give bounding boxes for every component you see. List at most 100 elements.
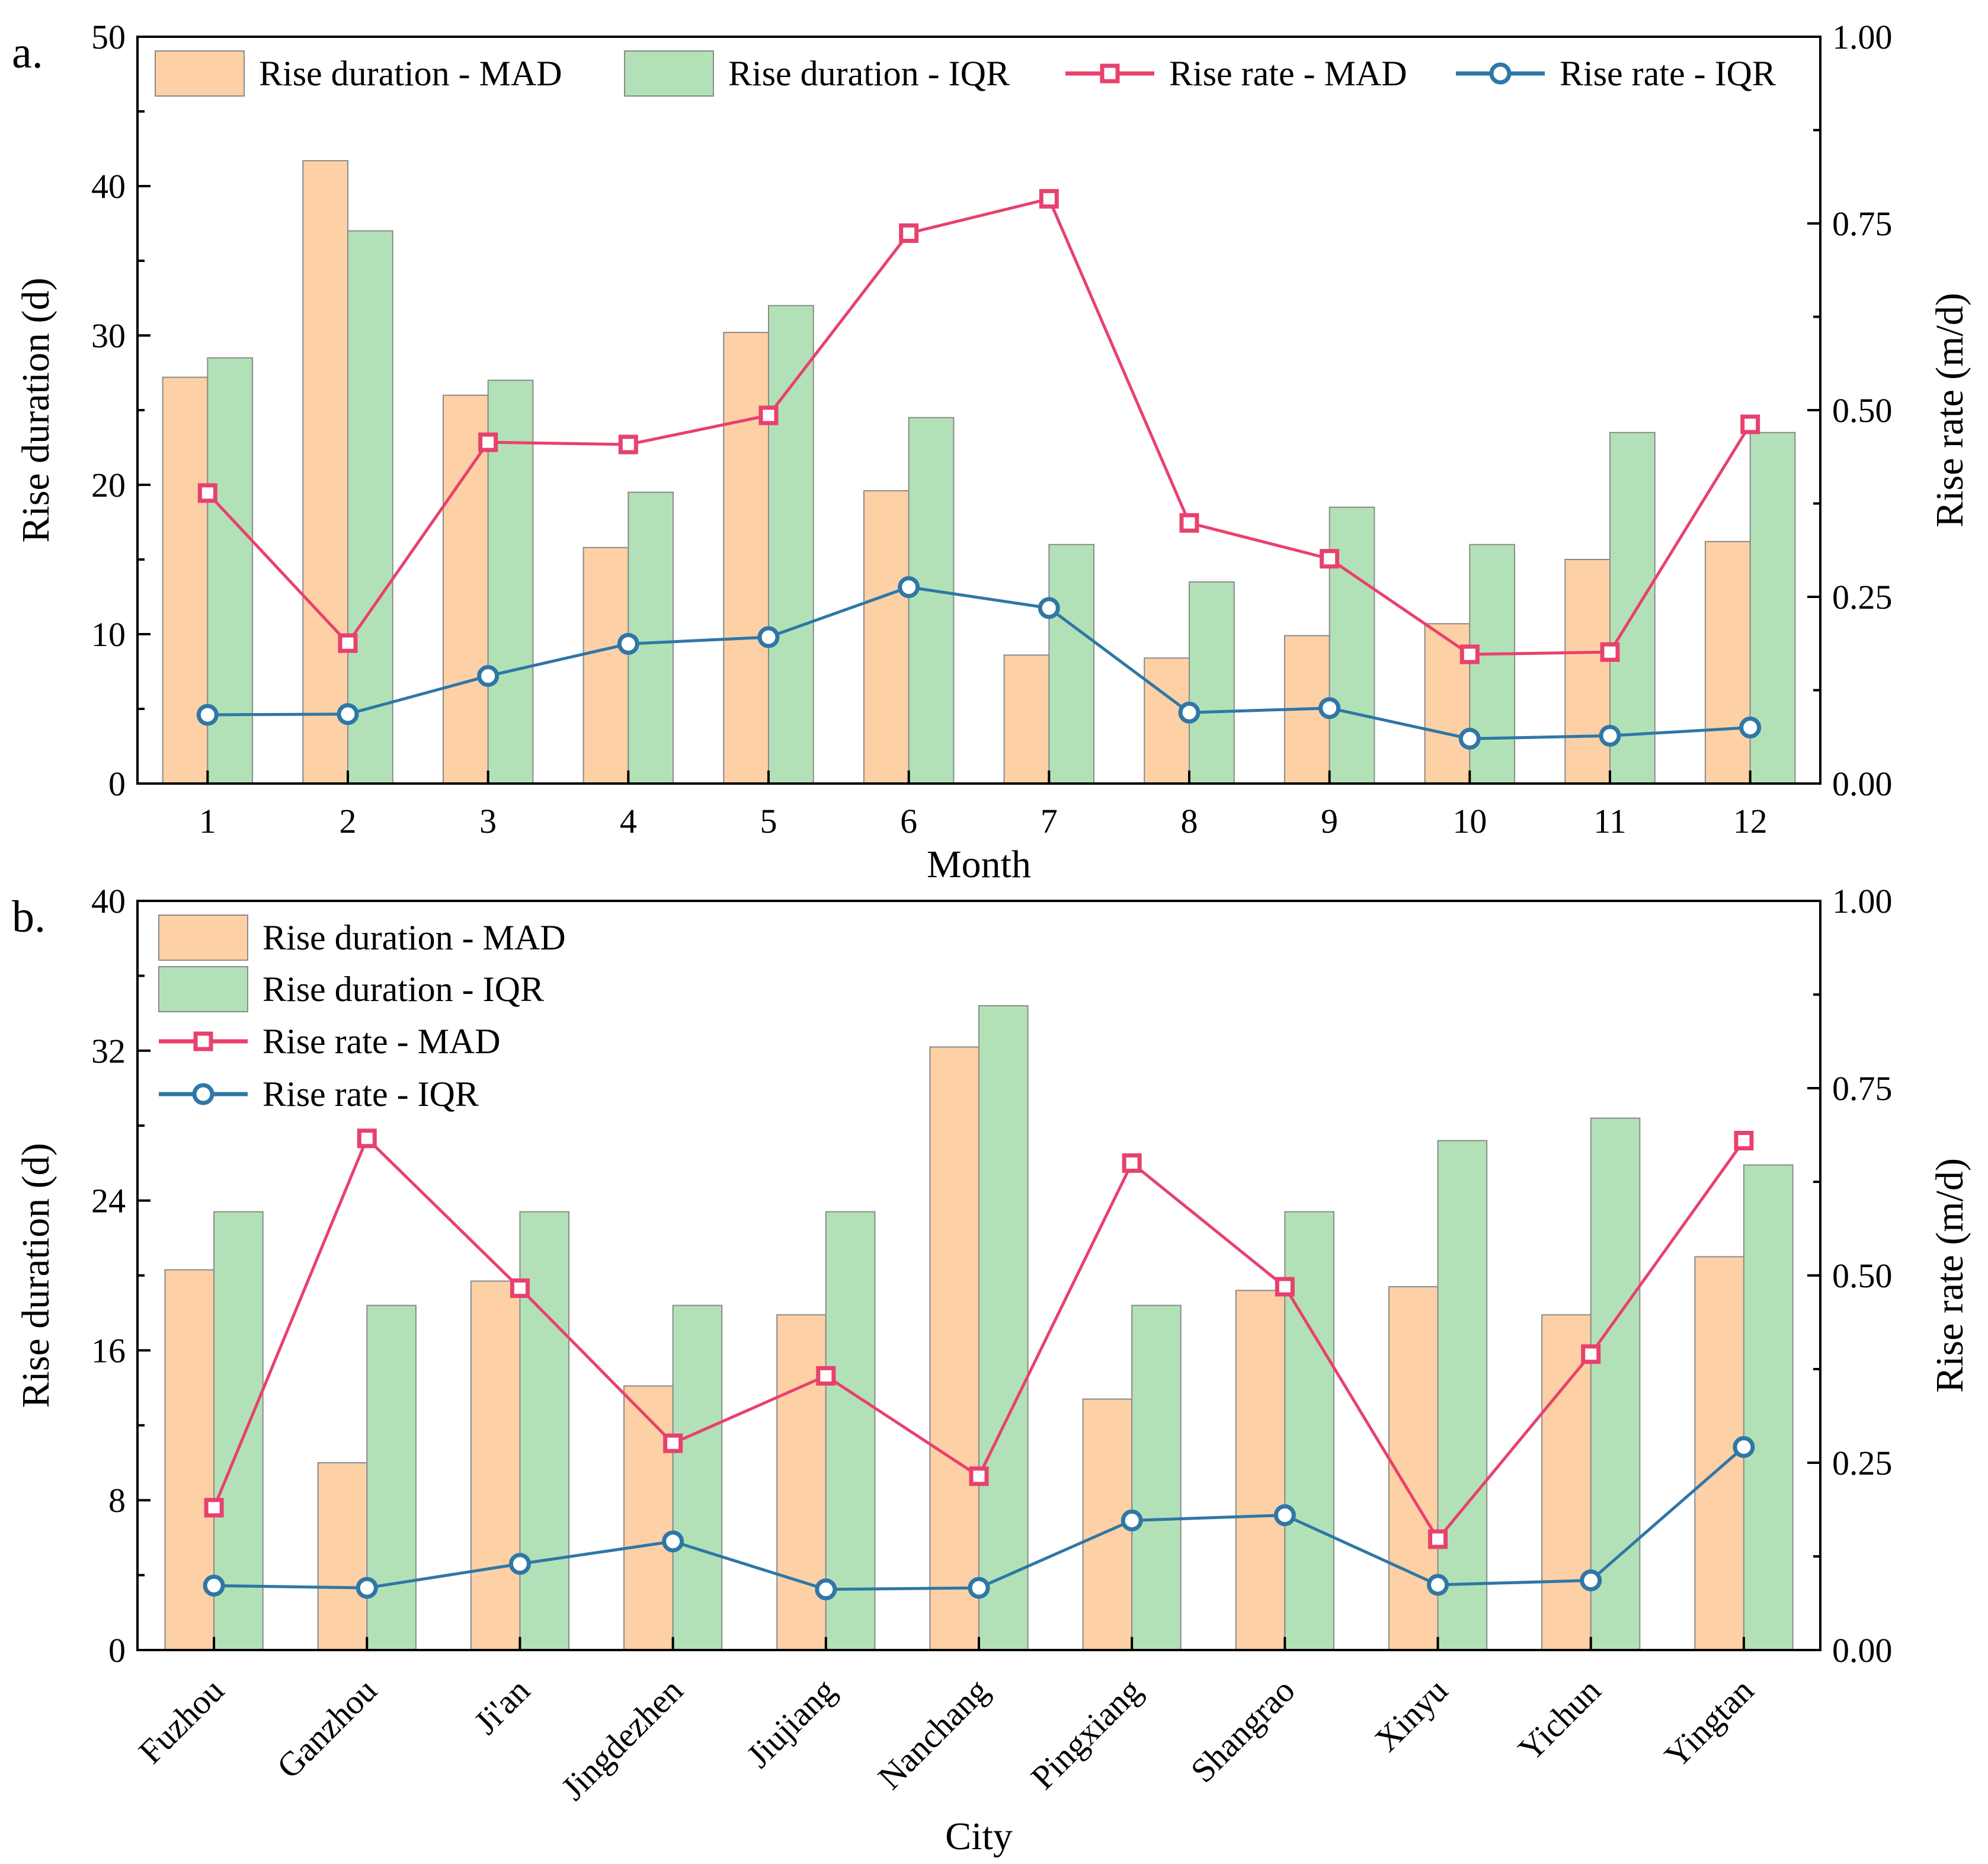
- bar-iqr-5: [908, 417, 955, 784]
- legend-label-3: Rise rate - IQR: [262, 1075, 479, 1114]
- x-tick-label: 6: [900, 802, 917, 840]
- point-mad-3: [663, 1433, 683, 1453]
- bar-mad-5: [929, 1046, 980, 1651]
- y-tick-label: 10: [91, 615, 126, 654]
- bar-mad-11: [1704, 541, 1751, 784]
- point-iqr-4: [757, 626, 780, 648]
- point-iqr-10: [1599, 724, 1621, 747]
- bar-iqr-2: [519, 1211, 570, 1651]
- y-tick-label: 40: [91, 167, 126, 206]
- y2-tick-label: 0.75: [1832, 1069, 1893, 1108]
- y2-axis-title: Rise rate (m/d): [1928, 1158, 1971, 1393]
- y-tick-label: 30: [91, 316, 126, 355]
- point-iqr-9: [1580, 1569, 1602, 1591]
- line-mad: [206, 197, 1752, 656]
- legend: Rise duration - MAD Rise duration - IQR Ri…: [155, 50, 1776, 97]
- point-mad-4: [816, 1366, 836, 1386]
- point-mad-9: [1459, 644, 1480, 664]
- point-iqr-11: [1739, 717, 1762, 738]
- bar-iqr-3: [672, 1305, 723, 1651]
- point-mad-4: [758, 405, 779, 426]
- bar-mad-4: [776, 1314, 827, 1651]
- point-iqr-9: [1458, 727, 1481, 750]
- x-tick-label: Pingxiang: [1023, 1671, 1149, 1796]
- point-mad-6: [1039, 188, 1059, 209]
- point-iqr-6: [1038, 597, 1060, 619]
- legend-swatch-0: [158, 915, 248, 961]
- point-mad-0: [204, 1498, 224, 1518]
- y2-tick-label: 0.00: [1832, 1631, 1893, 1670]
- point-mad-11: [1740, 414, 1760, 434]
- bar-mad-2: [442, 394, 489, 784]
- line-iqr: [207, 586, 1750, 740]
- legend-marker-2: [193, 1031, 213, 1051]
- y2-tick-label: 0.25: [1832, 1444, 1893, 1482]
- legend-marker-3: [1489, 62, 1512, 85]
- bar-iqr-6: [1048, 543, 1095, 784]
- point-mad-9: [1581, 1344, 1601, 1364]
- point-iqr-10: [1733, 1435, 1755, 1458]
- point-iqr-5: [968, 1577, 990, 1599]
- point-iqr-8: [1318, 697, 1341, 720]
- x-tick-label: 10: [1452, 802, 1487, 840]
- bar-iqr-4: [825, 1211, 876, 1651]
- bar-mad-1: [317, 1462, 368, 1651]
- point-mad-7: [1275, 1277, 1295, 1297]
- y2-tick-label: 0.50: [1832, 1256, 1893, 1295]
- bar-iqr-5: [978, 1005, 1029, 1651]
- point-iqr-4: [815, 1578, 837, 1601]
- y-tick-label: 40: [91, 882, 126, 920]
- bar-iqr-6: [1131, 1305, 1182, 1651]
- y-tick-label: 20: [91, 466, 126, 504]
- x-tick-label: Yingtan: [1657, 1671, 1761, 1775]
- x-axis-title: City: [945, 1815, 1013, 1858]
- x-tick-label: 1: [199, 802, 216, 840]
- x-tick-label: 8: [1181, 802, 1198, 840]
- point-mad-3: [618, 434, 638, 455]
- bar-mad-6: [1003, 654, 1050, 785]
- bar-mad-4: [723, 331, 770, 784]
- point-iqr-0: [203, 1574, 225, 1597]
- point-iqr-7: [1273, 1504, 1296, 1526]
- x-tick-label: 2: [340, 802, 357, 840]
- y2-tick-label: 0.25: [1832, 578, 1893, 616]
- legend-label-0: Rise duration - MAD: [262, 918, 566, 957]
- y-tick-label: 0: [108, 1631, 126, 1670]
- legend-label-3: Rise rate - IQR: [1560, 54, 1776, 93]
- point-iqr-8: [1427, 1574, 1449, 1596]
- x-tick-label: 11: [1593, 802, 1627, 840]
- y2-tick-label: 0.50: [1832, 391, 1893, 430]
- x-tick-label: 12: [1733, 802, 1768, 840]
- bar-mad-1: [302, 160, 348, 784]
- bar-mad-5: [863, 490, 910, 785]
- x-tick-label: 3: [479, 802, 497, 840]
- point-iqr-1: [337, 703, 359, 725]
- bar-mad-3: [582, 546, 629, 785]
- x-tick-label: Jiujiang: [739, 1671, 843, 1775]
- y-tick-label: 24: [91, 1182, 126, 1220]
- panel-label: a.: [12, 28, 43, 78]
- point-mad-1: [338, 633, 358, 653]
- bar-iqr-7: [1189, 581, 1235, 784]
- point-iqr-1: [356, 1577, 378, 1599]
- bar-iqr-8: [1437, 1140, 1488, 1651]
- point-iqr-7: [1178, 701, 1201, 724]
- point-iqr-5: [898, 576, 920, 599]
- point-mad-1: [357, 1128, 377, 1149]
- legend-label-2: Rise rate - MAD: [1169, 54, 1407, 93]
- bar-mad-7: [1235, 1290, 1286, 1651]
- x-tick-label: Ganzhou: [269, 1671, 384, 1786]
- point-mad-6: [1122, 1153, 1142, 1173]
- legend-label-0: Rise duration - MAD: [259, 54, 562, 93]
- x-tick-label: Xinyu: [1367, 1671, 1455, 1759]
- x-tick-label: Shangrao: [1183, 1671, 1302, 1790]
- bar-mad-9: [1541, 1314, 1592, 1651]
- x-tick-label: Yichun: [1510, 1671, 1608, 1768]
- legend-swatch-0: [155, 50, 245, 97]
- bar-iqr-4: [768, 305, 814, 784]
- point-mad-0: [197, 483, 217, 503]
- point-mad-5: [969, 1466, 989, 1486]
- legend-swatch-1: [158, 966, 248, 1012]
- y2-tick-label: 0.75: [1832, 204, 1893, 243]
